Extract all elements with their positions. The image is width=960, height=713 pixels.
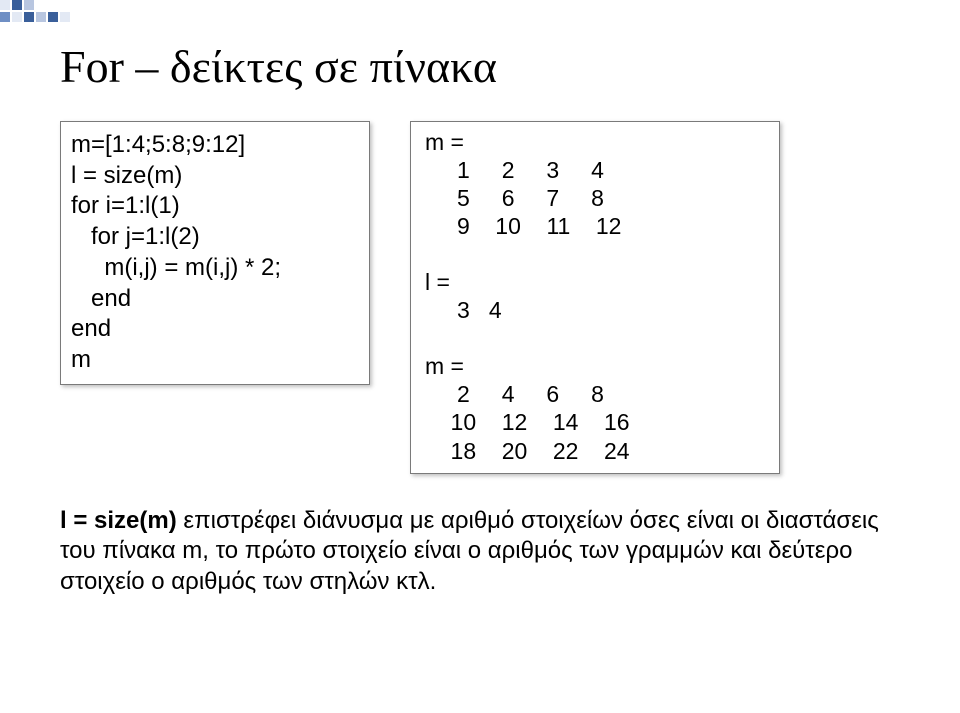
page-title: For – δείκτες σε πίνακα [60, 40, 900, 93]
corner-decoration [0, 0, 120, 30]
slide: For – δείκτες σε πίνακα m=[1:4;5:8;9:12]… [0, 0, 960, 628]
output-box: m = 1 2 3 4 5 6 7 8 9 10 11 12 l = 3 4 m… [410, 121, 780, 474]
code-box: m=[1:4;5:8;9:12] l = size(m) for i=1:l(1… [60, 121, 370, 385]
caption-lead: l = size(m) [60, 507, 177, 534]
caption-body: επιστρέφει διάνυσμα με αριθμό στοιχείων … [60, 507, 879, 595]
caption-text: l = size(m) επιστρέφει διάνυσμα με αριθμ… [60, 506, 900, 598]
content-columns: m=[1:4;5:8;9:12] l = size(m) for i=1:l(1… [60, 121, 900, 474]
